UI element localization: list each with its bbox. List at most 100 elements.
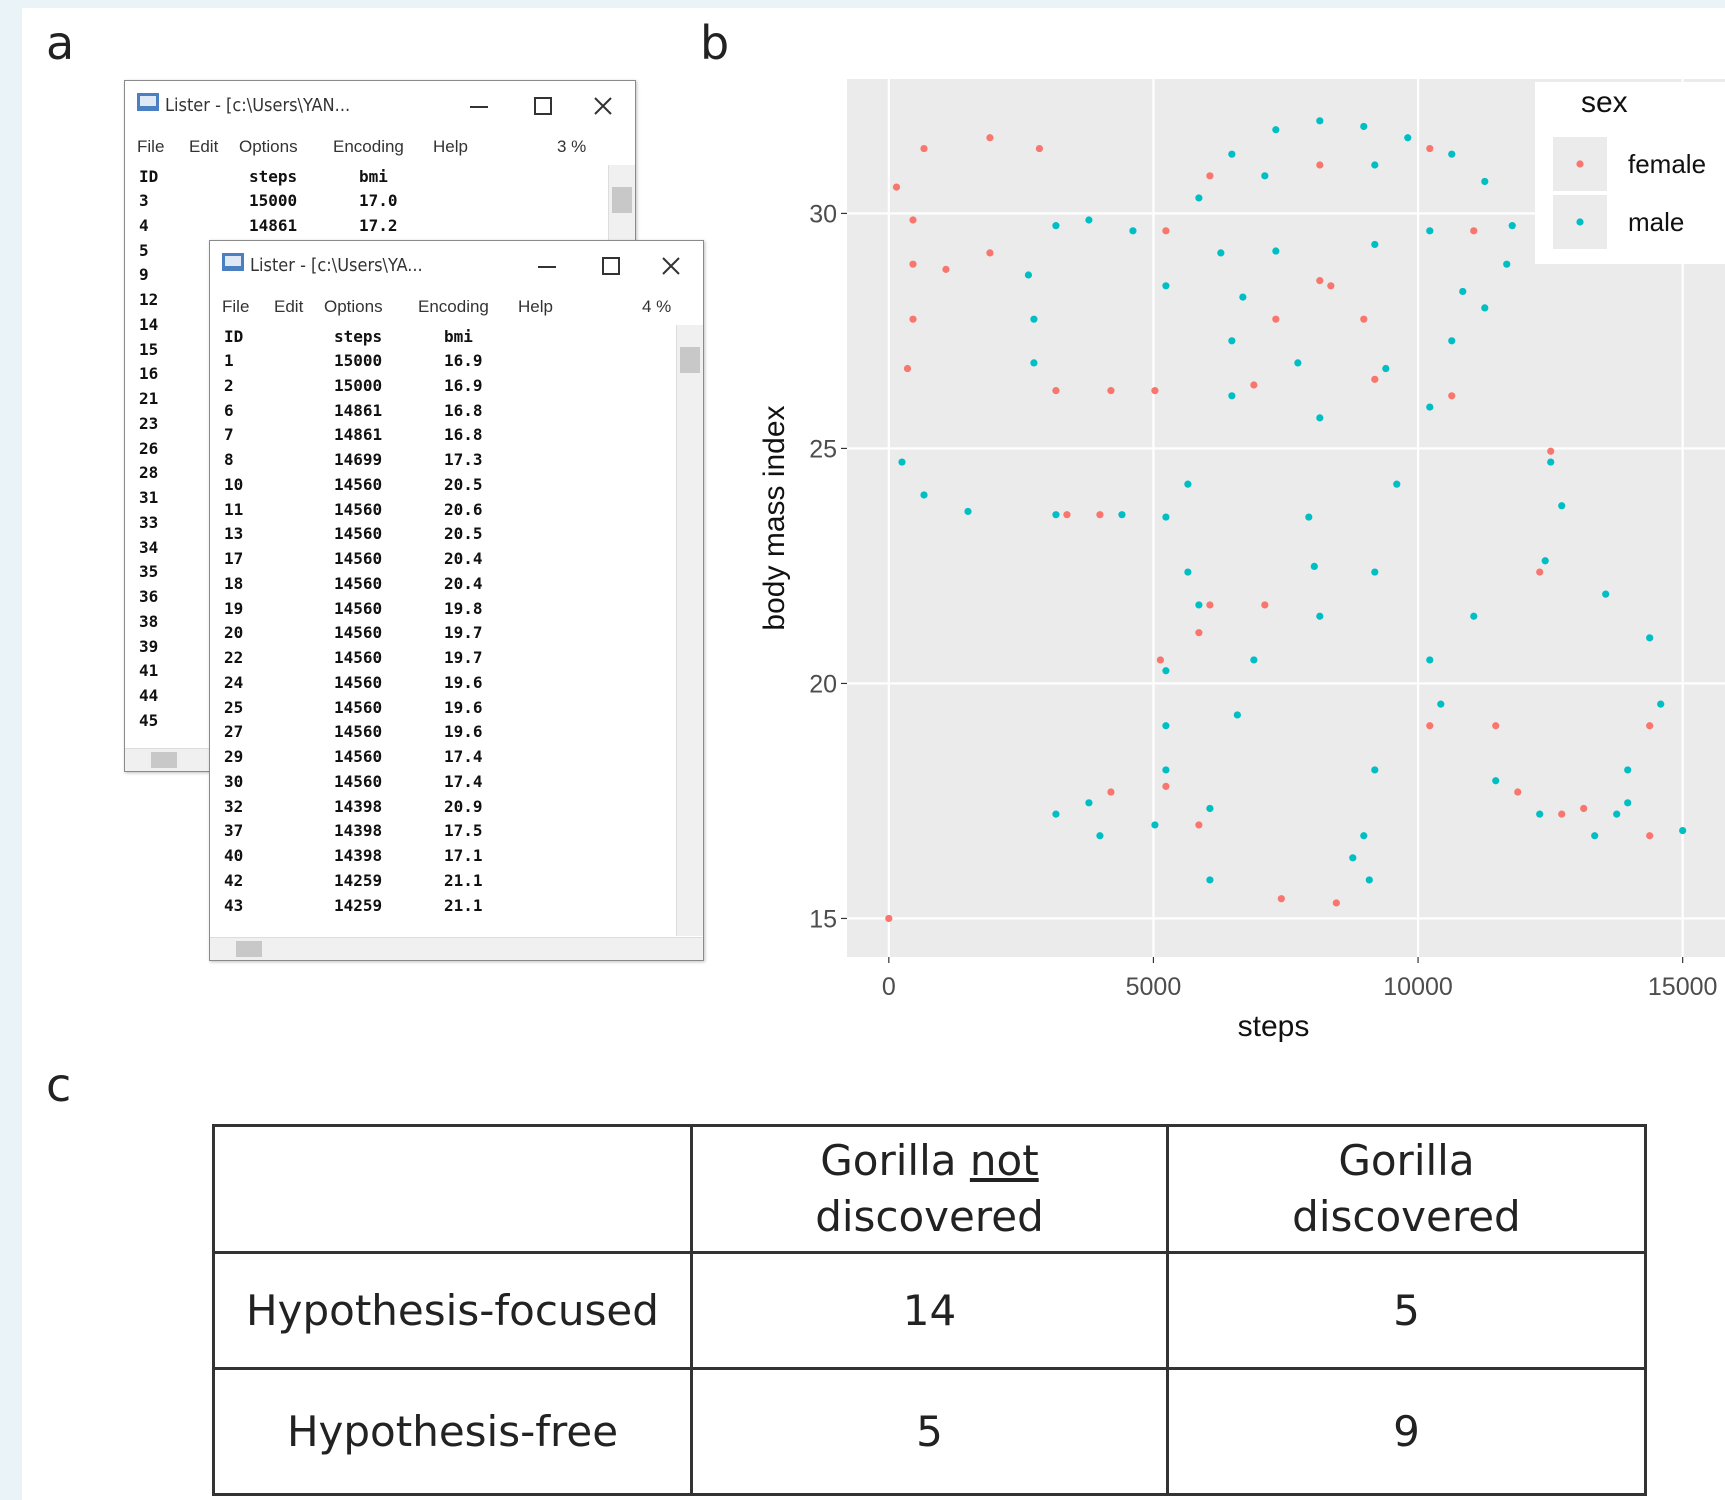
window-title: Lister - [c:\Users\YAN... — [165, 95, 351, 116]
cell-text: 30 — [224, 771, 244, 791]
cell-text: 16.9 — [444, 351, 483, 370]
point — [1481, 177, 1489, 186]
point — [986, 134, 994, 142]
cell-text: 18 — [224, 573, 244, 593]
menu-item: 3 % — [557, 137, 587, 156]
cell-text: 2 — [224, 375, 234, 395]
menu-item[interactable]: Options — [239, 137, 298, 156]
point — [1261, 172, 1269, 180]
point — [1470, 612, 1478, 620]
point — [1503, 260, 1511, 268]
legend-swatch — [1576, 218, 1584, 226]
point — [1184, 568, 1192, 576]
cell-text: 21 — [139, 389, 159, 408]
point — [1195, 601, 1203, 609]
header-text: Gorilla — [820, 1136, 957, 1185]
y-tick-label: 20 — [809, 670, 837, 698]
cell-text: 44 — [139, 686, 159, 705]
cell-text: 14398 — [334, 821, 383, 841]
menu-item[interactable]: File — [222, 297, 250, 316]
maximize-button[interactable] — [534, 97, 552, 115]
app-icon — [140, 96, 156, 106]
point — [1316, 612, 1324, 620]
cell-text: 17.2 — [359, 215, 398, 235]
text-row: 36 — [125, 587, 635, 611]
text-row: 13 14560 20.5 — [210, 524, 703, 548]
point — [1156, 656, 1165, 664]
point — [909, 315, 917, 323]
cell-text: 14699 — [334, 450, 383, 469]
y-tick-label: 25 — [809, 435, 837, 463]
cell-text: 27 — [224, 722, 244, 742]
horizontal-scrollbar — [210, 937, 703, 960]
point — [1129, 227, 1137, 235]
menu-item[interactable]: Edit — [189, 137, 219, 156]
point — [1228, 337, 1236, 345]
point — [942, 265, 950, 273]
text-row: 29 14560 17.4 — [210, 747, 703, 771]
point — [1206, 876, 1214, 884]
point — [1096, 511, 1104, 519]
point — [1459, 287, 1467, 296]
menu-item[interactable]: Help — [518, 297, 553, 316]
point — [909, 216, 917, 224]
cell-text: 22 — [224, 648, 244, 667]
maximize-button[interactable] — [602, 257, 620, 275]
header-text: Gorilla discovered — [1292, 1136, 1521, 1241]
cell-text: 14560 — [334, 747, 383, 766]
point — [1305, 513, 1313, 521]
cell-text: 14398 — [334, 796, 383, 816]
point — [1217, 249, 1225, 257]
text-row: 17 14560 20.4 — [210, 549, 703, 573]
header-cell: Gorilla discovered — [1165, 1124, 1647, 1254]
point — [898, 458, 906, 466]
cell-text: 14560 — [334, 697, 383, 717]
cell-text: 17.0 — [359, 191, 398, 210]
cell-text: 33 — [139, 512, 159, 532]
close-button[interactable] — [662, 257, 680, 275]
cell-text: 17.3 — [444, 450, 483, 469]
text-row: 41 — [125, 661, 635, 685]
text-row: ID steps bmi — [125, 167, 635, 191]
cell-text: 45 — [139, 710, 159, 730]
point — [1316, 117, 1324, 125]
point — [1371, 240, 1379, 249]
text-row: 45 — [125, 711, 635, 735]
point — [1272, 315, 1280, 323]
menu-item[interactable]: Encoding — [418, 297, 489, 316]
point — [1492, 722, 1500, 730]
point — [885, 914, 893, 923]
text-row: 9 — [125, 265, 635, 289]
cell-text: 39 — [139, 636, 159, 656]
cell-text: 38 — [139, 611, 159, 631]
point — [1261, 601, 1269, 609]
cell-text: 20.5 — [444, 524, 483, 544]
cell-text: 21.1 — [444, 895, 483, 915]
text-row: 38 — [125, 612, 635, 636]
y-axis-label: body mass index — [758, 405, 791, 630]
panel-label: a — [46, 16, 75, 70]
cell-text: 21.1 — [444, 870, 483, 890]
point — [1481, 304, 1489, 312]
menu-item[interactable]: Options — [324, 297, 383, 316]
text-row: 6 14861 16.8 — [210, 401, 703, 425]
x-tick-label: 0 — [882, 973, 896, 1001]
menu-item[interactable]: Edit — [274, 297, 304, 316]
menu-item[interactable]: Help — [433, 137, 468, 156]
scroll-thumb — [612, 187, 632, 213]
point — [1327, 282, 1335, 290]
menu-item[interactable]: File — [137, 137, 165, 156]
close-button[interactable] — [594, 97, 612, 115]
menu-bar: File Edit Options Encoding Help 4 % — [210, 293, 703, 325]
point — [1536, 568, 1544, 576]
text-row: 28 — [125, 463, 635, 487]
point — [1558, 810, 1566, 818]
point — [1118, 511, 1126, 519]
cell-text: steps — [334, 327, 383, 346]
lister-window: Lister - [c:\Users\YA... File Edit Options E… — [209, 240, 704, 961]
cell-text: 31 — [139, 488, 159, 507]
menu-item[interactable]: Encoding — [333, 137, 404, 156]
text-row: 12 — [125, 290, 635, 314]
scroll-thumb — [236, 941, 262, 957]
scatter-chart: 0 5000 10000 15000 15 20 25 30 steps body mass in… — [758, 79, 1725, 1043]
